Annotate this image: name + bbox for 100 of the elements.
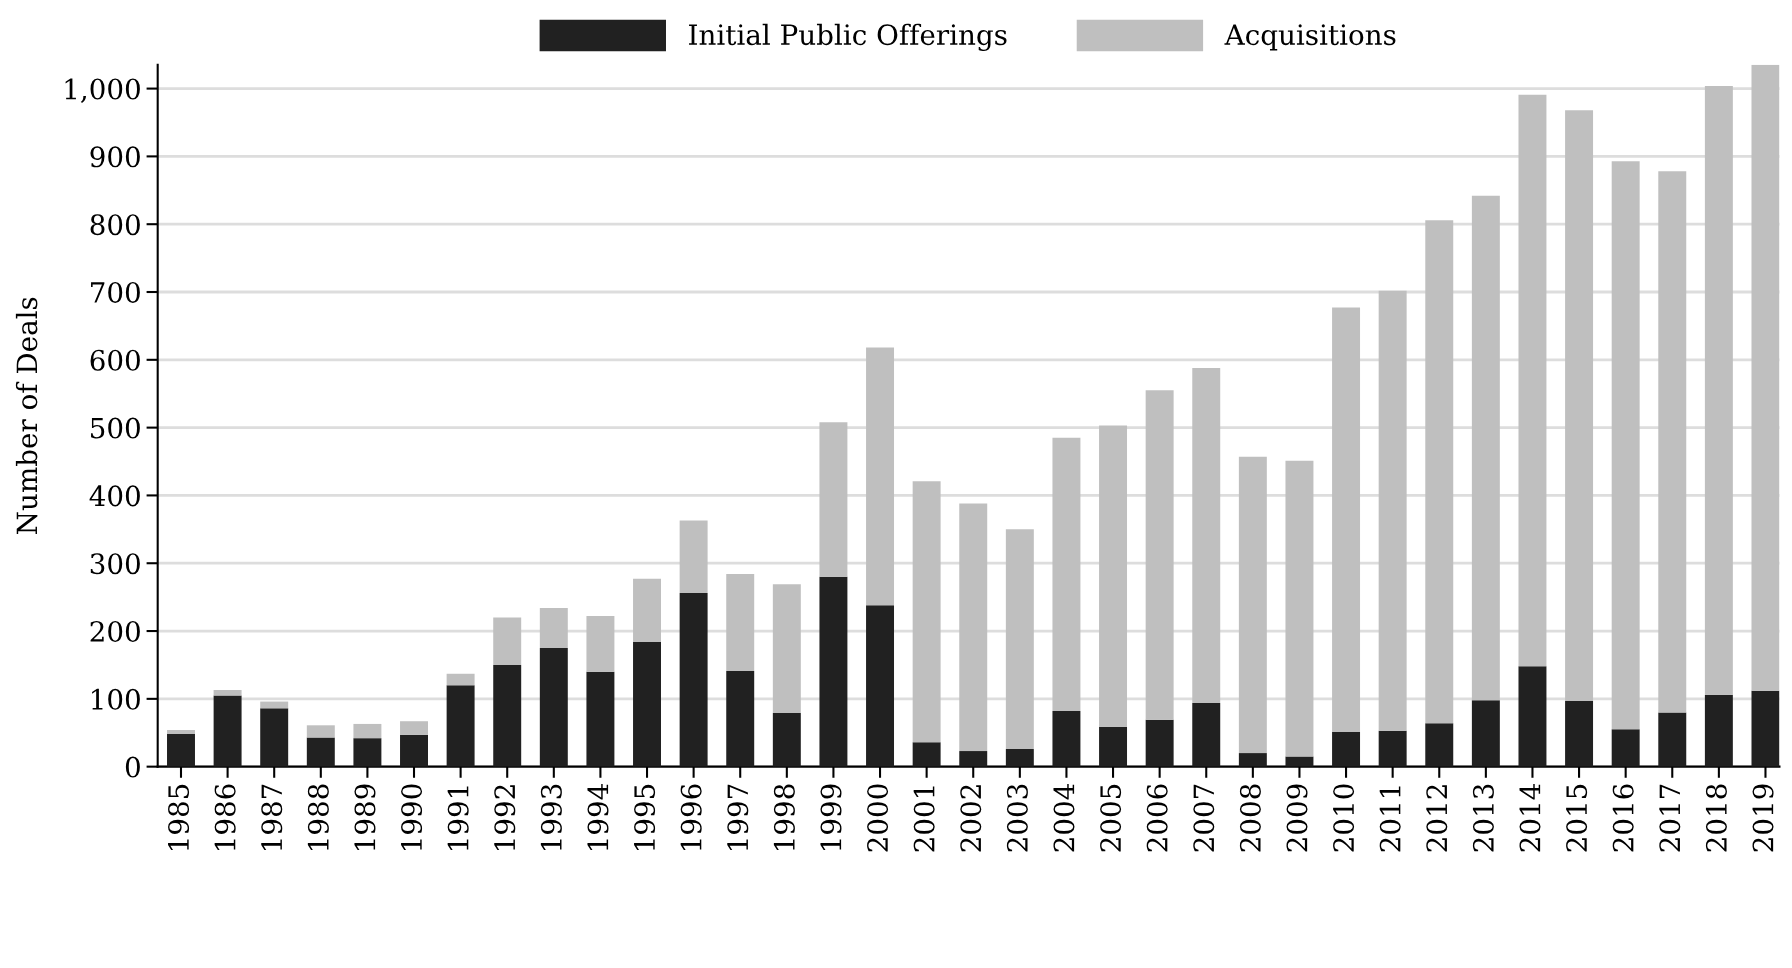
bar — [912, 481, 941, 743]
bar — [1471, 195, 1500, 701]
bar — [679, 520, 708, 594]
x-tick-label: 1990 — [401, 784, 423, 850]
x-tick-label: 1997 — [727, 784, 749, 850]
y-tick-label: 1,000 — [65, 78, 140, 103]
legend-label: Acquisitions — [1224, 24, 1396, 51]
bar — [493, 664, 522, 767]
x-tick-label: 2007 — [1193, 784, 1215, 852]
x-tick-label: 2017 — [1659, 784, 1681, 852]
bar — [1751, 690, 1780, 767]
x-tick-label: 1987 — [261, 784, 283, 850]
bar — [213, 690, 242, 696]
x-tick-label: 1989 — [354, 784, 376, 850]
bar — [1332, 732, 1361, 767]
x-tick-label: 1991 — [447, 786, 469, 850]
y-tick-label: 800 — [90, 214, 140, 236]
x-tick-label: 2012 — [1426, 785, 1448, 852]
y-tick-label: 0 — [125, 756, 140, 778]
bar — [400, 734, 428, 767]
bar — [1565, 700, 1594, 767]
bar — [772, 584, 801, 714]
bar — [866, 605, 895, 767]
bar — [400, 721, 428, 735]
x-tick-label: 2009 — [1286, 784, 1308, 852]
x-tick-label: 2004 — [1053, 784, 1075, 852]
bar — [167, 730, 195, 735]
bar — [819, 576, 848, 767]
bar — [866, 347, 895, 606]
bar — [726, 671, 755, 767]
x-tick-label: 1996 — [680, 784, 702, 850]
bar — [1611, 161, 1640, 730]
bar — [446, 685, 475, 767]
bar — [1425, 723, 1454, 767]
bar — [633, 578, 661, 642]
bar — [1471, 700, 1500, 767]
x-tick-label: 2003 — [1006, 784, 1028, 852]
bar — [167, 734, 195, 767]
bar — [213, 695, 242, 767]
bar — [586, 671, 615, 767]
bar — [1378, 730, 1407, 767]
x-tick-label: 2000 — [867, 784, 889, 852]
bar — [306, 737, 335, 767]
bar — [1704, 694, 1733, 767]
x-tick-label: 2019 — [1752, 784, 1774, 852]
bar — [1751, 64, 1780, 691]
x-tick-label: 1985 — [168, 784, 190, 850]
bar — [1052, 711, 1081, 767]
x-tick-label: 1988 — [307, 784, 329, 850]
x-tick-label: 2002 — [960, 785, 982, 852]
y-tick-label: 500 — [91, 417, 140, 439]
x-tick-label: 2015 — [1566, 784, 1588, 852]
bar — [1378, 290, 1407, 731]
bar — [1238, 753, 1267, 767]
bar — [539, 647, 568, 767]
y-tick-label: 300 — [90, 553, 140, 575]
x-tick-label: 1992 — [494, 785, 516, 850]
bar — [539, 607, 568, 648]
bar — [772, 713, 801, 767]
y-tick-label: 200 — [90, 620, 140, 642]
x-tick-label: 2011 — [1379, 786, 1401, 852]
bar — [1518, 94, 1547, 667]
x-tick-label: 2018 — [1705, 784, 1727, 852]
bar — [446, 673, 475, 686]
bar — [819, 422, 848, 577]
y-tick-label: 900 — [90, 146, 140, 168]
bar — [1565, 110, 1594, 701]
x-tick-label: 2016 — [1612, 784, 1634, 852]
bar — [306, 725, 335, 738]
bar — [493, 617, 522, 665]
bar — [1285, 460, 1314, 757]
bar — [1425, 220, 1454, 724]
x-tick-label: 1999 — [820, 784, 842, 850]
bar — [726, 574, 755, 672]
x-tick-label: 2005 — [1100, 784, 1122, 852]
bar — [959, 751, 988, 767]
x-tick-label: 2008 — [1239, 784, 1261, 852]
bar — [1005, 749, 1034, 767]
bar — [1099, 726, 1128, 767]
bar — [353, 723, 382, 739]
bar — [1145, 390, 1174, 720]
x-tick-label: 2013 — [1472, 784, 1494, 852]
bar — [1658, 712, 1687, 767]
bar — [1285, 756, 1314, 767]
bar — [1005, 529, 1034, 750]
bar — [260, 708, 289, 767]
x-tick-label: 2010 — [1333, 784, 1355, 852]
bar — [1145, 719, 1174, 767]
legend-label: Initial Public Offerings — [689, 23, 1007, 51]
bar — [1704, 85, 1733, 695]
bar — [1518, 666, 1547, 767]
bar — [679, 593, 708, 767]
y-tick-label: 600 — [90, 349, 140, 371]
bar — [1052, 437, 1081, 712]
y-tick-label: 700 — [91, 281, 140, 303]
bar — [353, 738, 382, 767]
x-tick-label: 2001 — [913, 786, 935, 852]
bar — [1658, 171, 1687, 713]
bar — [912, 742, 941, 767]
y-tick-label: 400 — [89, 485, 140, 507]
